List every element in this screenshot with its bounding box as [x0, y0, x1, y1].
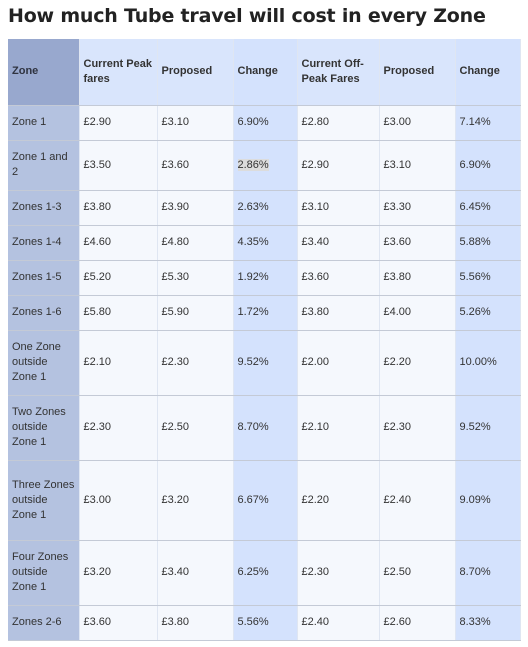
cell-current-peak: £5.80: [79, 295, 158, 331]
cell-proposed-peak: £5.90: [157, 295, 234, 331]
cell-current-offpeak: £2.90: [297, 140, 380, 191]
cell-current-peak: £2.30: [79, 395, 158, 461]
cell-change-offpeak: 9.52%: [455, 395, 521, 461]
cell-change-peak: 2.63%: [233, 190, 298, 226]
cell-current-peak: £4.60: [79, 225, 158, 261]
cell-proposed-offpeak: £2.30: [379, 395, 456, 461]
cell-proposed-peak: £3.20: [157, 460, 234, 541]
cell-change-peak: 9.52%: [233, 330, 298, 396]
header-proposed-offpeak: Proposed: [379, 39, 456, 106]
cell-proposed-offpeak: £3.60: [379, 225, 456, 261]
table-row: Zones 1-4 £4.60 £4.80 4.35% £3.40 £3.60 …: [8, 225, 521, 261]
header-proposed-peak: Proposed: [157, 39, 234, 106]
cell-proposed-offpeak: £2.50: [379, 540, 456, 606]
cell-zone: Three Zones outside Zone 1: [8, 460, 80, 541]
cell-change-offpeak: 6.45%: [455, 190, 521, 226]
cell-proposed-peak: £3.90: [157, 190, 234, 226]
cell-current-peak: £3.00: [79, 460, 158, 541]
cell-proposed-offpeak: £3.30: [379, 190, 456, 226]
cell-proposed-offpeak: £3.00: [379, 105, 456, 141]
cell-current-offpeak: £2.40: [297, 605, 380, 641]
cell-change-offpeak: 5.88%: [455, 225, 521, 261]
cell-zone: Zone 1 and 2: [8, 140, 80, 191]
table-row: Four Zones outside Zone 1 £3.20 £3.40 6.…: [8, 540, 521, 606]
cell-proposed-peak: £2.30: [157, 330, 234, 396]
cell-change-peak: 6.25%: [233, 540, 298, 606]
cell-current-peak: £5.20: [79, 260, 158, 296]
cell-proposed-offpeak: £2.20: [379, 330, 456, 396]
cell-proposed-peak: £3.40: [157, 540, 234, 606]
cell-current-peak: £3.80: [79, 190, 158, 226]
cell-zone: Zones 1-5: [8, 260, 80, 296]
cell-proposed-peak: £2.50: [157, 395, 234, 461]
cell-change-offpeak: 6.90%: [455, 140, 521, 191]
cell-change-offpeak: 5.26%: [455, 295, 521, 331]
header-current-peak: Current Peak fares: [79, 39, 158, 106]
cell-proposed-offpeak: £4.00: [379, 295, 456, 331]
cell-change-peak: 5.56%: [233, 605, 298, 641]
header-current-offpeak: Current Off-Peak Fares: [297, 39, 380, 106]
cell-zone: Zones 1-3: [8, 190, 80, 226]
cell-current-peak: £3.60: [79, 605, 158, 641]
cell-proposed-peak: £5.30: [157, 260, 234, 296]
cell-current-offpeak: £3.60: [297, 260, 380, 296]
cell-current-offpeak: £3.40: [297, 225, 380, 261]
table-row: One Zone outside Zone 1 £2.10 £2.30 9.52…: [8, 330, 521, 396]
cell-zone: One Zone outside Zone 1: [8, 330, 80, 396]
cell-current-offpeak: £2.80: [297, 105, 380, 141]
cell-proposed-peak: £3.60: [157, 140, 234, 191]
cell-proposed-peak: £3.10: [157, 105, 234, 141]
fares-table: Zone Current Peak fares Proposed Change …: [8, 39, 521, 641]
table-header-row: Zone Current Peak fares Proposed Change …: [8, 39, 521, 106]
cell-current-offpeak: £2.10: [297, 395, 380, 461]
page-title: How much Tube travel will cost in every …: [8, 5, 486, 27]
header-change-offpeak: Change: [455, 39, 521, 106]
cell-change-offpeak: 8.70%: [455, 540, 521, 606]
cell-current-peak: £3.20: [79, 540, 158, 606]
cell-proposed-offpeak: £2.40: [379, 460, 456, 541]
cell-change-offpeak: 9.09%: [455, 460, 521, 541]
table-row: Zones 1-3 £3.80 £3.90 2.63% £3.10 £3.30 …: [8, 190, 521, 226]
cell-zone: Zone 1: [8, 105, 80, 141]
table-row: Zone 1 £2.90 £3.10 6.90% £2.80 £3.00 7.1…: [8, 105, 521, 141]
cell-change-offpeak: 7.14%: [455, 105, 521, 141]
cell-proposed-offpeak: £3.80: [379, 260, 456, 296]
cell-change-peak: 8.70%: [233, 395, 298, 461]
table-row: Three Zones outside Zone 1 £3.00 £3.20 6…: [8, 460, 521, 541]
table-row: Zones 1-6 £5.80 £5.90 1.72% £3.80 £4.00 …: [8, 295, 521, 331]
cell-proposed-peak: £4.80: [157, 225, 234, 261]
highlighted-text: 2.86%: [237, 158, 269, 171]
cell-zone: Zones 1-4: [8, 225, 80, 261]
table-row: Zone 1 and 2 £3.50 £3.60 2.86% £2.90 £3.…: [8, 140, 521, 191]
table-row: Zones 2-6 £3.60 £3.80 5.56% £2.40 £2.60 …: [8, 605, 521, 641]
cell-change-offpeak: 8.33%: [455, 605, 521, 641]
cell-change-peak: 1.92%: [233, 260, 298, 296]
cell-change-peak: 6.90%: [233, 105, 298, 141]
cell-change-peak: 1.72%: [233, 295, 298, 331]
cell-zone: Two Zones outside Zone 1: [8, 395, 80, 461]
cell-current-peak: £3.50: [79, 140, 158, 191]
header-zone: Zone: [8, 39, 80, 106]
cell-proposed-offpeak: £3.10: [379, 140, 456, 191]
cell-proposed-peak: £3.80: [157, 605, 234, 641]
cell-proposed-offpeak: £2.60: [379, 605, 456, 641]
cell-zone: Four Zones outside Zone 1: [8, 540, 80, 606]
cell-current-offpeak: £2.30: [297, 540, 380, 606]
cell-current-offpeak: £2.20: [297, 460, 380, 541]
table-row: Zones 1-5 £5.20 £5.30 1.92% £3.60 £3.80 …: [8, 260, 521, 296]
cell-current-offpeak: £3.10: [297, 190, 380, 226]
table-row: Two Zones outside Zone 1 £2.30 £2.50 8.7…: [8, 395, 521, 461]
cell-change-peak: 4.35%: [233, 225, 298, 261]
cell-current-peak: £2.90: [79, 105, 158, 141]
cell-current-peak: £2.10: [79, 330, 158, 396]
cell-change-peak: 6.67%: [233, 460, 298, 541]
cell-zone: Zones 1-6: [8, 295, 80, 331]
cell-change-peak: 2.86%: [233, 140, 298, 191]
cell-current-offpeak: £3.80: [297, 295, 380, 331]
cell-change-offpeak: 10.00%: [455, 330, 521, 396]
cell-change-offpeak: 5.56%: [455, 260, 521, 296]
cell-current-offpeak: £2.00: [297, 330, 380, 396]
cell-zone: Zones 2-6: [8, 605, 80, 641]
header-change-peak: Change: [233, 39, 298, 106]
